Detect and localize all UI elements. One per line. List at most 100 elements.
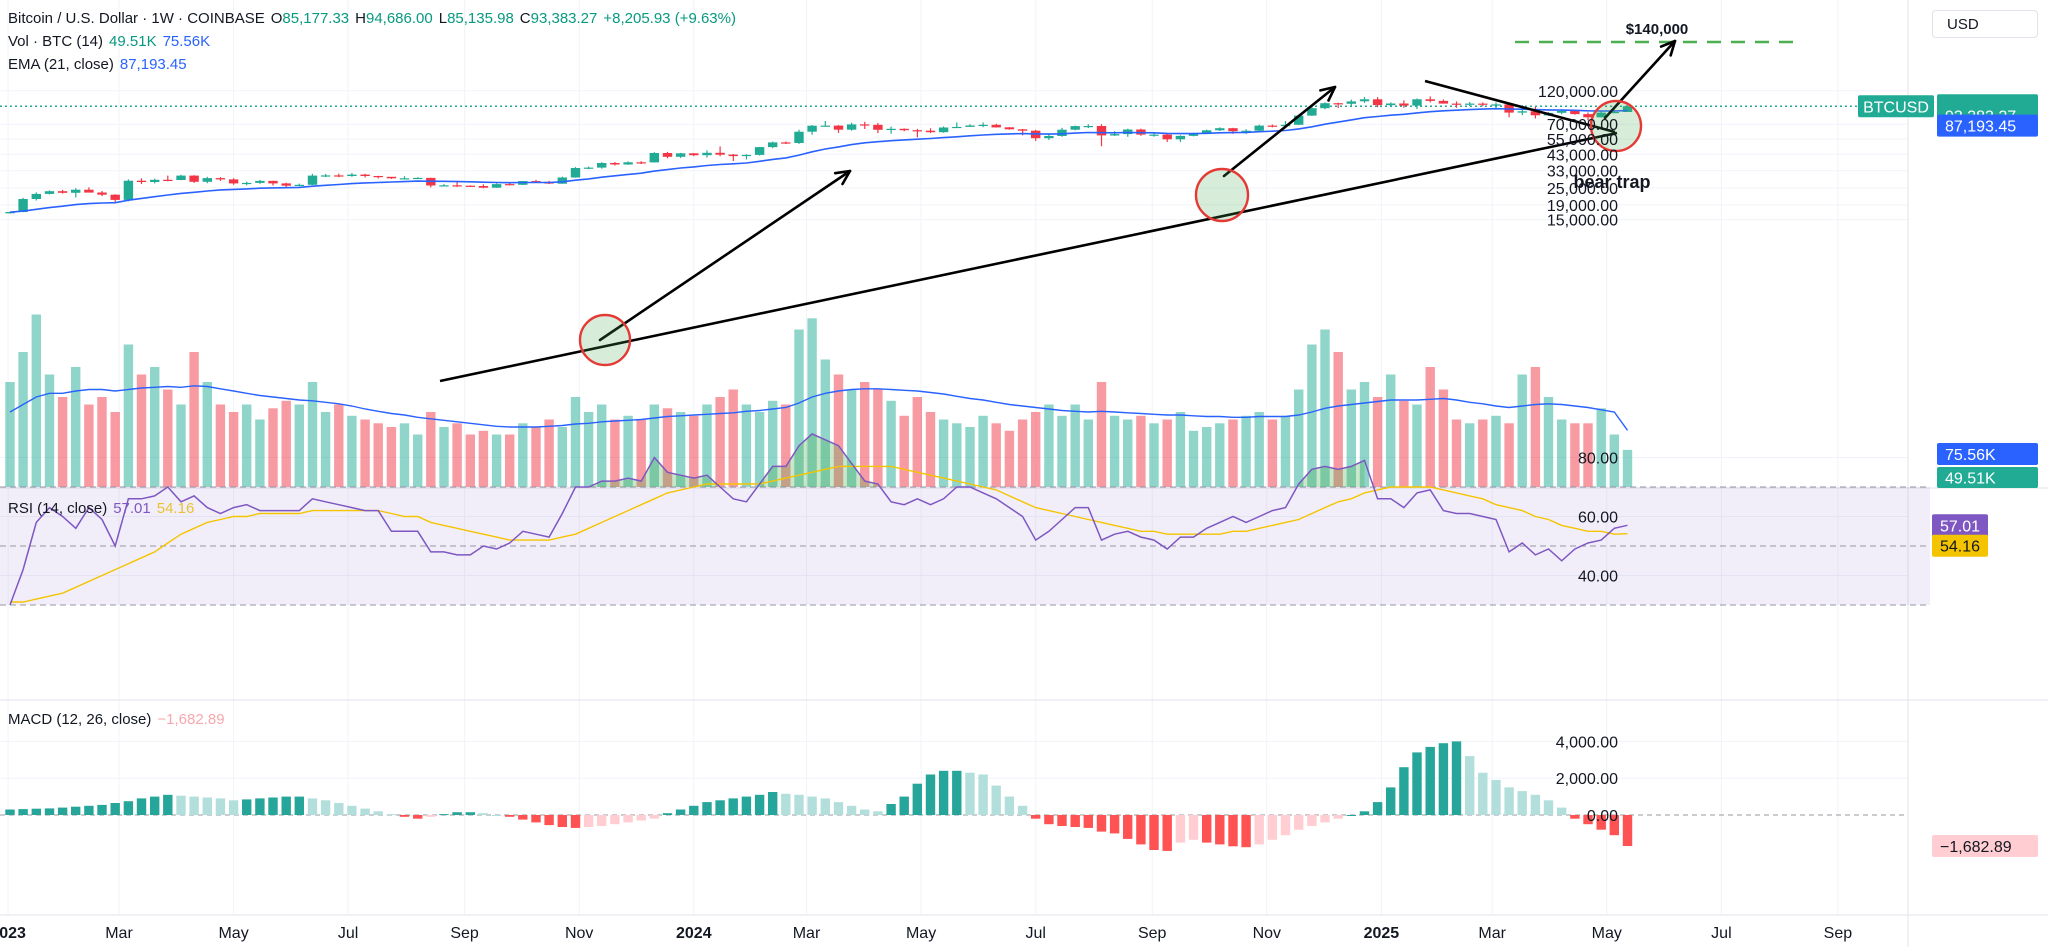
volume-bar	[373, 423, 383, 488]
volume-bar	[583, 412, 594, 487]
candle-body	[610, 163, 620, 165]
volume-bar	[1136, 415, 1146, 488]
macd-bar	[1070, 815, 1080, 827]
macd-bar	[544, 815, 554, 826]
volume-bar	[176, 404, 186, 487]
macd-bar	[255, 798, 265, 815]
macd-bar	[1057, 815, 1067, 826]
macd-bar	[18, 809, 28, 815]
macd-bar	[44, 808, 55, 815]
macd-legend[interactable]: MACD (12, 26, close) −1,682.89	[8, 711, 231, 728]
candle-body	[702, 152, 712, 156]
volume-bar	[1425, 367, 1435, 487]
candle-body	[1070, 126, 1080, 130]
macd-bar	[439, 814, 449, 816]
volume-bar	[1557, 419, 1567, 487]
candle-body	[1609, 112, 1619, 114]
candle-body	[5, 212, 15, 214]
macd-bar	[1372, 802, 1383, 815]
macd-bar	[557, 815, 567, 827]
volume-bar	[728, 389, 738, 487]
candle-body	[228, 179, 239, 184]
candle-body	[399, 178, 410, 180]
candle-body	[1399, 103, 1409, 106]
volume-bars	[5, 314, 1633, 488]
macd-bar	[1254, 815, 1264, 845]
rsi-pane[interactable]	[0, 433, 1930, 606]
time-tick-label: Sep	[1824, 925, 1853, 942]
symbol-title[interactable]: Bitcoin / U.S. Dollar · 1W · COINBASE	[8, 10, 265, 27]
volume-bar	[1031, 412, 1041, 487]
ohlc-low: 85,135.98	[447, 10, 514, 27]
currency-button[interactable]: USD	[1932, 10, 2038, 38]
volume-bar	[44, 374, 55, 487]
macd-bar	[505, 815, 515, 817]
candle-body	[1596, 112, 1606, 118]
macd-bar	[1202, 815, 1212, 843]
rsi-value-tag: 57.01	[1940, 518, 1980, 535]
macd-bar	[1530, 794, 1541, 815]
macd-bar	[1333, 815, 1343, 819]
macd-bar	[176, 795, 186, 815]
volume-bar	[899, 415, 909, 488]
volume-legend[interactable]: Vol · BTC (14) 49.51K 75.56K	[8, 33, 216, 50]
rsi-legend[interactable]: RSI (14, close) 57.01 54.16	[8, 500, 200, 517]
impulse-arrow-1	[598, 169, 852, 342]
volume-bar	[781, 404, 791, 487]
macd-bar	[1359, 811, 1370, 815]
macd-bar	[952, 770, 962, 815]
symbol-tag: BTCUSD	[1863, 99, 1929, 116]
macd-bar	[320, 800, 331, 815]
volume-bar	[1609, 434, 1619, 487]
candle-body	[1307, 108, 1317, 116]
price-pane[interactable]: $140,000 bear trap	[0, 21, 1860, 488]
macd-bar	[1267, 815, 1278, 840]
volume-bar	[1083, 419, 1093, 487]
macd-bar	[1425, 746, 1435, 815]
price-scale[interactable]: 120,000.00 70,000.0055,000.0043,000.0033,…	[1538, 84, 1618, 825]
macd-bar	[307, 798, 318, 815]
ema-legend[interactable]: EMA (21, close) 87,193.45	[8, 56, 193, 73]
candle-body	[1149, 134, 1159, 136]
candle-body	[44, 191, 55, 194]
rsi-ma-tag: 54.16	[1940, 539, 1980, 556]
candle-body	[1320, 103, 1330, 109]
candle-body	[768, 142, 778, 148]
volume-bar	[1622, 449, 1633, 487]
macd-bar	[531, 815, 541, 823]
candle-body	[649, 153, 659, 163]
volume-bar	[1149, 423, 1159, 488]
candle-body	[583, 167, 594, 169]
volume-bar	[741, 404, 752, 487]
candle-body	[636, 162, 646, 164]
time-tick-label: May	[218, 925, 248, 942]
macd-bar	[518, 815, 528, 820]
candle-body	[570, 168, 581, 178]
time-axis[interactable]: 2023 Mar May Jul Sep Nov 2024 Mar May Jul Sep Nov 20…	[0, 925, 1852, 942]
ohlc-change: +8,205.93 (+9.63%)	[603, 10, 736, 27]
candle-body	[1254, 125, 1264, 131]
macd-bar	[163, 794, 173, 815]
volume-bar	[912, 397, 922, 487]
macd-bar	[1017, 805, 1028, 815]
macd-bar	[1478, 772, 1488, 815]
candle-body	[1517, 111, 1527, 113]
volume-bar	[228, 412, 239, 487]
volume-bar	[1412, 404, 1422, 487]
time-tick-label: Sep	[1138, 925, 1167, 942]
time-tick-label: May	[906, 925, 936, 942]
volume-bar	[320, 412, 331, 487]
macd-pane[interactable]	[0, 741, 1908, 851]
candle-body	[1294, 115, 1304, 125]
macd-bar	[610, 815, 620, 825]
macd-bar	[1123, 815, 1133, 839]
volume-bar	[1386, 374, 1396, 487]
time-tick-label: Jul	[338, 925, 358, 942]
header-symbol-row: Bitcoin / U.S. Dollar · 1W · COINBASE O85…	[8, 10, 736, 27]
macd-tick-label: 0.00	[1587, 808, 1618, 825]
volume-bar	[1044, 404, 1054, 487]
rsi-value-tag-box	[1932, 514, 1988, 537]
volume-bar	[242, 404, 252, 487]
candle-body	[84, 189, 94, 193]
